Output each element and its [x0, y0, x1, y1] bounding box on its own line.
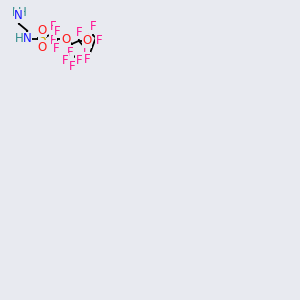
Text: F: F	[96, 34, 102, 46]
Text: N: N	[14, 9, 23, 22]
Text: F: F	[52, 41, 59, 55]
Text: N: N	[23, 32, 32, 45]
Text: F: F	[76, 26, 83, 38]
Text: F: F	[50, 20, 56, 33]
Text: F: F	[69, 60, 75, 73]
Text: F: F	[84, 53, 90, 66]
Text: H: H	[15, 32, 24, 45]
Text: F: F	[82, 42, 89, 55]
Text: O: O	[82, 34, 92, 47]
Text: F: F	[50, 34, 56, 47]
Text: O: O	[37, 41, 46, 54]
Text: H: H	[17, 5, 26, 19]
Text: F: F	[90, 20, 96, 33]
Text: F: F	[76, 54, 83, 67]
Text: O: O	[61, 33, 70, 46]
Text: F: F	[61, 54, 68, 67]
Text: F: F	[54, 25, 61, 38]
Text: O: O	[37, 24, 46, 37]
Text: S: S	[38, 32, 46, 45]
Text: F: F	[67, 46, 74, 59]
Text: H: H	[11, 5, 20, 19]
